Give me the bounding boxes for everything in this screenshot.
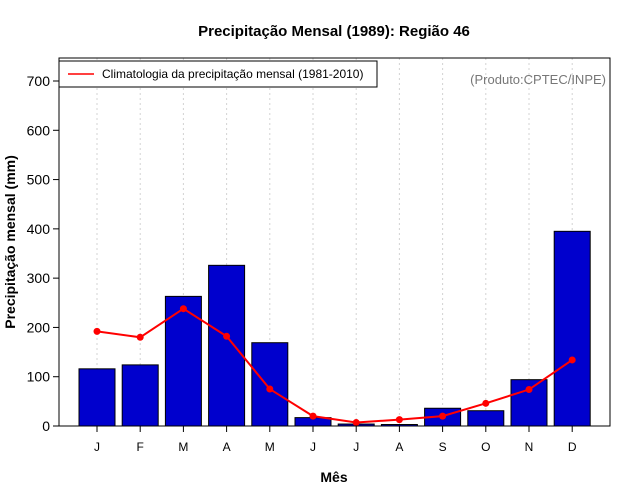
y-axis-label: Precipitação mensal (mm) [2, 155, 18, 329]
bar-series [78, 230, 591, 427]
climatology-series [93, 305, 576, 427]
x-tick-label-9: S [439, 440, 447, 454]
climatology-point-2 [136, 333, 144, 341]
legend-box [58, 60, 378, 88]
bar-3 [164, 295, 202, 427]
x-tick-label-10: O [481, 440, 490, 454]
x-tick-label-7: J [353, 440, 359, 454]
source-annotation: (Produto:CPTEC/INPE) [470, 72, 606, 87]
bar-2 [121, 364, 159, 427]
y-tick-label-0: 0 [42, 418, 50, 434]
climatology-point-11 [525, 386, 533, 394]
y-axis: 0 100 200 300 400 500 600 700 [27, 73, 59, 434]
x-tick-label-12: D [568, 440, 577, 454]
x-tick-label-3: M [178, 440, 188, 454]
climatology-point-8 [395, 416, 403, 424]
bar-12 [553, 230, 591, 427]
climatology-point-6 [309, 412, 317, 420]
x-axis-label: Mês [320, 469, 347, 485]
climatology-point-9 [439, 412, 447, 420]
legend-entry-climatology: Climatologia da precipitação mensal (198… [102, 67, 363, 81]
x-tick-label-8: A [395, 440, 403, 454]
y-tick-label-300: 300 [27, 270, 51, 286]
y-tick-label-100: 100 [27, 369, 51, 385]
bar-10 [467, 410, 505, 427]
climatology-point-10 [482, 399, 490, 407]
legend: Climatologia da precipitação mensal (198… [58, 60, 378, 88]
bar-5 [251, 342, 289, 427]
bar-1 [78, 368, 116, 427]
x-tick-label-5: M [265, 440, 275, 454]
climatology-point-7 [352, 419, 360, 427]
climatology-point-5 [266, 385, 274, 393]
y-tick-label-400: 400 [27, 221, 51, 237]
y-tick-label-600: 600 [27, 122, 51, 138]
x-tick-label-11: N [525, 440, 534, 454]
plot-frame [58, 57, 611, 427]
y-tick-label-200: 200 [27, 319, 51, 335]
y-tick-label-700: 700 [27, 73, 51, 89]
x-tick-label-4: A [223, 440, 231, 454]
x-tick-label-1: J [94, 440, 100, 454]
x-tick-label-2: F [137, 440, 144, 454]
climatology-point-4 [223, 332, 231, 340]
climatology-line [96, 307, 573, 424]
chart-title: Precipitação Mensal (1989): Região 46 [198, 23, 470, 40]
climatology-point-12 [568, 356, 576, 364]
bar-4 [208, 264, 246, 427]
y-tick-label-500: 500 [27, 172, 51, 188]
climatology-point-1 [93, 327, 101, 335]
x-tick-label-6: J [310, 440, 316, 454]
climatology-point-3 [179, 305, 187, 313]
